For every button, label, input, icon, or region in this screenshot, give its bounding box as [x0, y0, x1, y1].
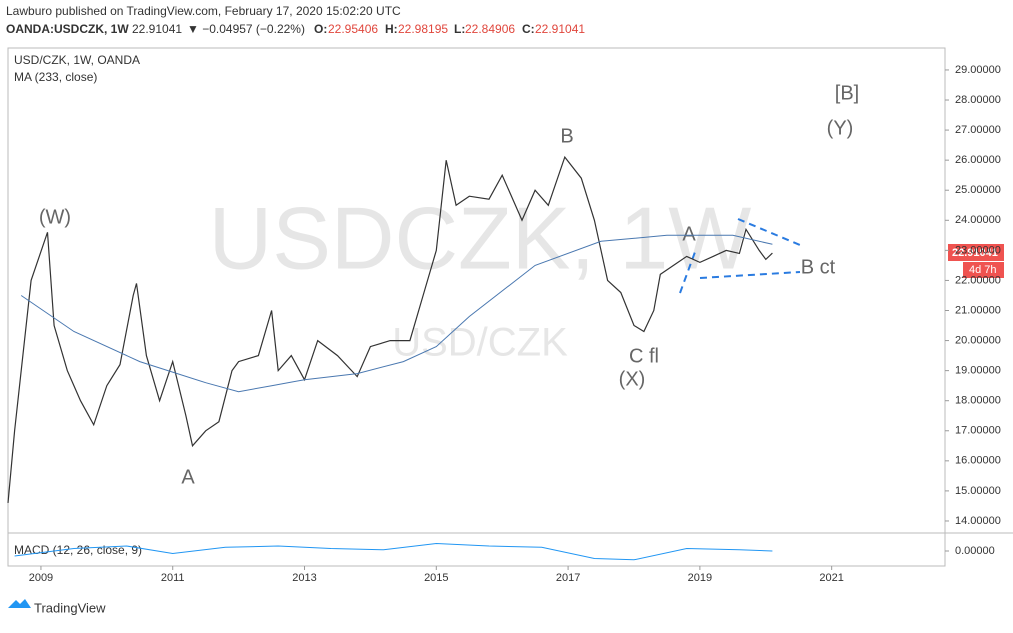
- annotation: A: [682, 223, 696, 245]
- o-label: O:: [314, 22, 327, 36]
- y-tick-label: 15.00000: [955, 485, 1001, 497]
- pane-border: [7, 47, 946, 567]
- x-tick-label: 2011: [161, 572, 185, 584]
- h-label: H:: [385, 22, 398, 36]
- y-tick-label: 28.00000: [955, 94, 1001, 106]
- y-tick-label: 24.00000: [955, 214, 1001, 226]
- y-tick-label: 18.00000: [955, 395, 1001, 407]
- legend-ma: MA (233, close): [14, 70, 97, 84]
- l: 22.84906: [465, 22, 515, 36]
- annotation: [B]: [835, 82, 859, 104]
- y-tick-label: 16.00000: [955, 455, 1001, 467]
- x-tick-label: 2021: [819, 572, 843, 584]
- annotation: B ct: [801, 256, 836, 278]
- annotation: (Y): [827, 117, 854, 139]
- annotation: (X): [619, 368, 646, 390]
- h: 22.98195: [398, 22, 448, 36]
- x-tick-label: 2013: [292, 572, 316, 584]
- ma-line: [20, 234, 773, 393]
- x-tick-label: 2015: [424, 572, 448, 584]
- macd-y-tick-label: 0.00000: [955, 545, 995, 557]
- annotation: (W): [39, 206, 71, 228]
- y-tick-label: 25.00000: [955, 184, 1001, 196]
- annotation: B: [560, 125, 573, 147]
- watermark-sub: USD/CZK: [392, 321, 568, 365]
- logo: [8, 599, 31, 608]
- y-tick-label: 17.00000: [955, 425, 1001, 437]
- countdown: 4d 7h: [969, 264, 997, 276]
- y-tick-label: 23.00000: [955, 244, 1001, 256]
- x-tick-label: 2017: [556, 572, 580, 584]
- y-tick-label: 19.00000: [955, 365, 1001, 377]
- y-tick-label: 29.00000: [955, 64, 1001, 76]
- change: ▼ −0.04957 (−0.22%): [187, 22, 305, 36]
- annotation: A: [181, 466, 195, 488]
- annotations: (W) A B C fl (X) A B ct [B] (Y): [39, 82, 859, 488]
- y-tick-label: 20.00000: [955, 334, 1001, 346]
- publisher: Lawburo published on TradingView.com, Fe…: [6, 4, 401, 18]
- ohlc-line: OANDA:USDCZK, 1W 22.91041 ▼ −0.04957 (−0…: [6, 22, 585, 36]
- y-tick-label: 27.00000: [955, 124, 1001, 136]
- legend-macd: MACD (12, 26, close, 9): [14, 543, 142, 557]
- y-tick-label: 26.00000: [955, 154, 1001, 166]
- symbol: OANDA:USDCZK, 1W: [6, 22, 129, 36]
- c-label: C:: [522, 22, 535, 36]
- legend-title: USD/CZK, 1W, OANDA: [14, 53, 140, 67]
- price-tag: 22.91041: [952, 247, 998, 259]
- price-tag-bg: [948, 244, 1004, 261]
- annotation: C fl: [629, 345, 659, 367]
- x-tick-label: 2019: [688, 572, 712, 584]
- x-tick-label: 2009: [29, 572, 53, 584]
- c: 22.91041: [535, 22, 585, 36]
- macd-line: [14, 542, 773, 561]
- countdown-bg: [963, 262, 1004, 278]
- y-tick-label: 21.00000: [955, 304, 1001, 316]
- watermark: USDCZK, 1W: [209, 188, 752, 287]
- l-label: L:: [454, 22, 465, 36]
- last: 22.91041: [132, 22, 182, 36]
- o: 22.95406: [328, 22, 378, 36]
- y-tick-label: 14.00000: [955, 515, 1001, 527]
- y-tick-label: 22.00000: [955, 274, 1001, 286]
- brand: TradingView: [34, 600, 106, 615]
